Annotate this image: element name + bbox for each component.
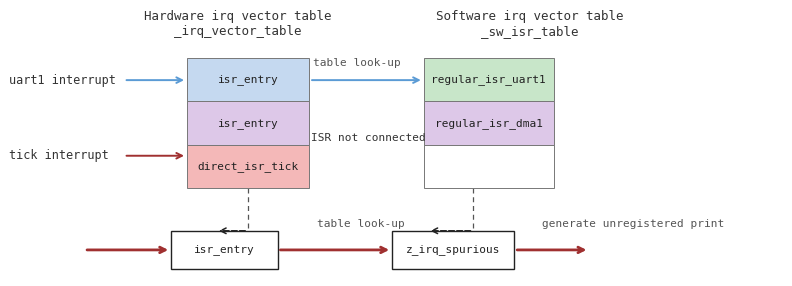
Text: generate unregistered print: generate unregistered print (542, 219, 724, 229)
Text: ISR not connected: ISR not connected (311, 133, 426, 143)
Bar (424, 145, 554, 188)
Text: direct_isr_tick: direct_isr_tick (197, 161, 299, 172)
Text: isr_entry: isr_entry (194, 245, 255, 255)
Text: Hardware irq vector table
_irq_vector_table: Hardware irq vector table _irq_vector_ta… (144, 10, 332, 38)
Text: Software irq vector table
_sw_isr_table: Software irq vector table _sw_isr_table (436, 10, 624, 38)
Text: table look-up: table look-up (313, 58, 401, 68)
Bar (424, 58, 554, 102)
Bar (424, 102, 554, 145)
Bar (392, 231, 514, 269)
Text: uart1 interrupt: uart1 interrupt (10, 74, 116, 87)
Text: isr_entry: isr_entry (218, 74, 279, 85)
Text: tick interrupt: tick interrupt (10, 149, 109, 162)
Bar (171, 231, 278, 269)
Text: regular_isr_uart1: regular_isr_uart1 (432, 74, 546, 85)
Text: z_irq_spurious: z_irq_spurious (406, 245, 501, 255)
Bar (187, 102, 309, 145)
Text: isr_entry: isr_entry (218, 118, 279, 129)
Text: table look-up: table look-up (317, 219, 405, 229)
Bar (187, 145, 309, 188)
Text: regular_isr_dma1: regular_isr_dma1 (435, 118, 543, 129)
Bar (187, 58, 309, 102)
